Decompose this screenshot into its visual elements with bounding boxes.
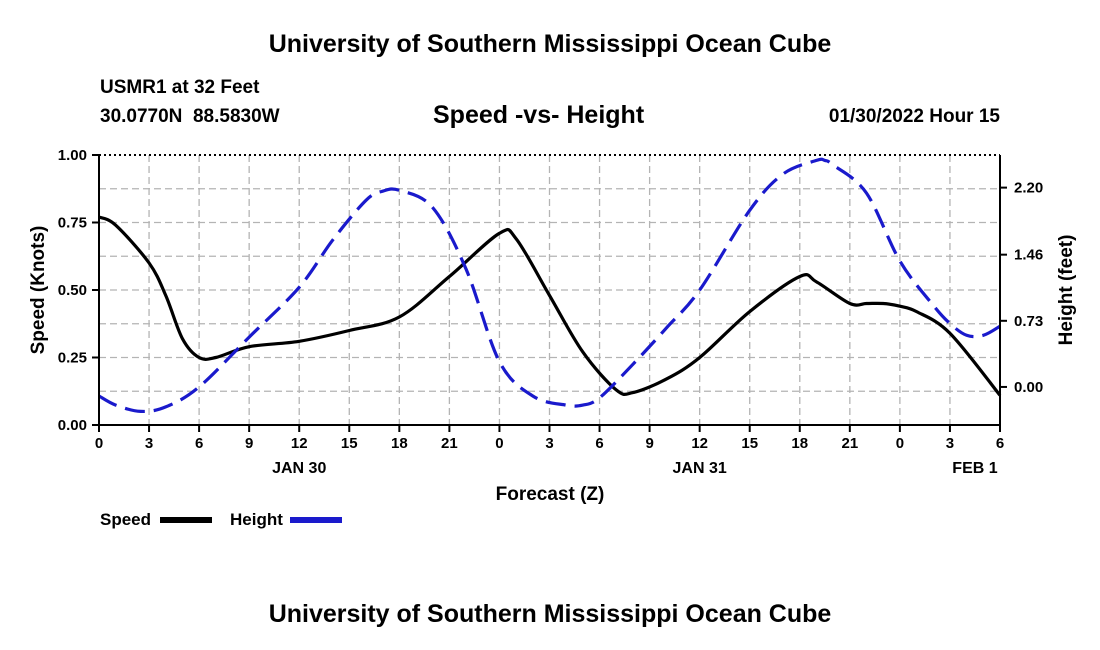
series-group xyxy=(98,157,1002,414)
legend-height-label: Height xyxy=(230,510,283,529)
legend-height-swatch xyxy=(290,517,342,523)
x-tick-label: 3 xyxy=(145,435,153,452)
x-tick-label: 18 xyxy=(791,435,808,452)
x-tick-label: 12 xyxy=(691,435,708,452)
x-axis-title: Forecast (Z) xyxy=(496,484,605,505)
x-tick-label: 3 xyxy=(946,435,954,452)
left-y-tick-label: 0.00 xyxy=(58,417,87,434)
x-date-label: JAN 31 xyxy=(673,460,727,477)
axis-ticks xyxy=(92,154,1007,432)
x-date-label: FEB 1 xyxy=(952,460,997,477)
x-tick-label: 21 xyxy=(441,435,458,452)
page-title: University of Southern Mississippi Ocean… xyxy=(268,30,832,58)
legend-speed-swatch xyxy=(160,517,212,523)
axis-labels: 0 3 6 9 12 15 18 21 0 3 6 9 12 15 18 21 0 3 6 JAN 30 JAN 31 F… xyxy=(58,147,1043,477)
x-date-label: JAN 30 xyxy=(272,460,326,477)
x-tick-label: 9 xyxy=(645,435,653,452)
right-y-tick-label: 1.46 xyxy=(1014,247,1043,264)
x-tick-label: 6 xyxy=(195,435,203,452)
grid xyxy=(99,155,1000,425)
left-axis-title: Speed (Knots) xyxy=(28,226,49,355)
series-line-height xyxy=(98,157,1001,414)
series-line-speed xyxy=(98,215,1002,397)
chart-title: Speed -vs- Height xyxy=(433,101,645,129)
footer-title: University of Southern Mississippi Ocean… xyxy=(268,600,832,628)
x-tick-label: 12 xyxy=(291,435,308,452)
legend-speed-label: Speed xyxy=(100,510,152,529)
x-tick-label: 6 xyxy=(996,435,1004,452)
x-tick-label: 18 xyxy=(391,435,408,452)
station-label: USMR1 at 32 Feet xyxy=(100,77,260,98)
x-tick-label: 0 xyxy=(95,435,103,452)
forecast-datetime: 01/30/2022 Hour 15 xyxy=(828,106,1000,127)
x-tick-label: 21 xyxy=(841,435,858,452)
left-y-tick-label: 0.50 xyxy=(58,282,87,299)
right-axis-title: Height (feet) xyxy=(1056,235,1077,346)
left-y-tick-label: 1.00 xyxy=(58,147,87,164)
x-tick-label: 9 xyxy=(245,435,253,452)
right-y-tick-label: 0.73 xyxy=(1014,313,1043,330)
x-tick-label: 15 xyxy=(341,435,358,452)
station-coordinates: 30.0770N 88.5830W xyxy=(100,106,280,127)
x-tick-label: 6 xyxy=(595,435,603,452)
right-y-tick-label: 0.00 xyxy=(1014,379,1043,396)
left-y-tick-label: 0.75 xyxy=(58,215,87,232)
x-tick-label: 15 xyxy=(741,435,758,452)
left-y-tick-label: 0.25 xyxy=(58,350,87,367)
right-y-tick-label: 2.20 xyxy=(1014,180,1043,197)
x-tick-label: 3 xyxy=(545,435,553,452)
x-tick-label: 0 xyxy=(495,435,503,452)
x-tick-label: 0 xyxy=(896,435,904,452)
